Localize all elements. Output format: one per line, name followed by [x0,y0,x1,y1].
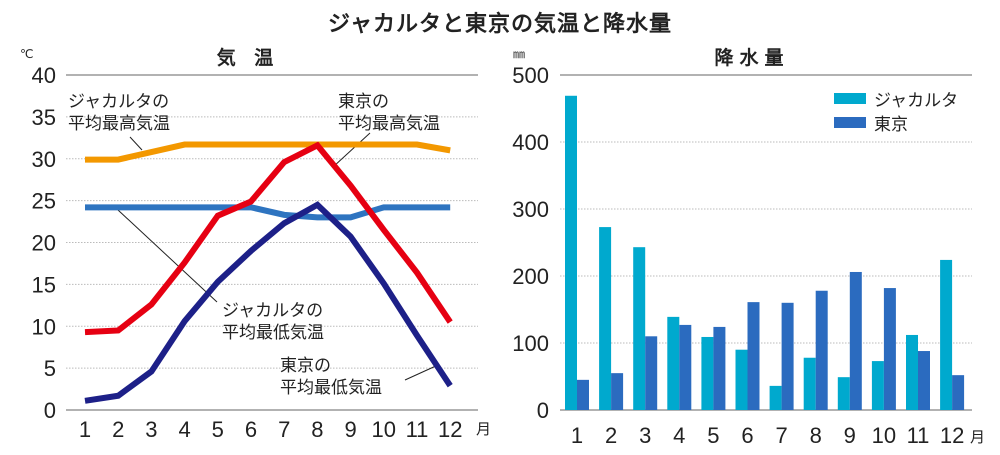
annotation-leader-line [117,209,218,303]
annotation-label: ジャカルタの [68,92,169,112]
x-tick-label: 5 [707,423,719,448]
bar-tokyo [645,336,658,410]
legend-label: ジャカルタ [874,91,958,111]
x-tick-label: 4 [178,417,190,442]
x-tick-label: 3 [639,423,651,448]
x-tick-label: 7 [278,417,290,442]
temperature-chart-title: 気 温 [217,46,280,69]
y-tick-label: 20 [32,231,56,256]
y-tick-label: 35 [32,105,56,130]
x-tick-label: 8 [810,423,822,448]
x-tick-label: 2 [112,417,124,442]
x-tick-label: 6 [245,417,257,442]
bar-tokyo [952,375,965,410]
y-tick-label: 300 [512,197,549,222]
bar-tokyo [577,379,589,410]
x-tick-label: 10 [872,423,896,448]
y-tick-label: 200 [512,264,549,289]
bar-tokyo [883,288,896,410]
y-tick-label: 40 [32,63,56,88]
annotation-label: ジャカルタの [222,301,323,321]
bar-jakarta [667,316,680,410]
y-tick-label: 30 [32,147,56,172]
bar-tokyo [611,373,624,410]
y-tick-label: 500 [512,63,549,88]
annotation-label: 平均最低気温 [222,323,324,343]
precipitation-unit-label: ㎜ [513,47,525,61]
annotation-label: 平均最高気温 [68,114,170,134]
precipitation-chart-title: 降水量 [714,46,789,69]
precipitation-month-unit: 月 [970,428,985,446]
bar-tokyo [849,271,862,410]
bar-jakarta [599,227,612,410]
series-line-3 [84,141,453,336]
main-title: ジャカルタと東京の気温と降水量 [328,12,672,37]
y-tick-label: 5 [44,356,56,381]
x-tick-label: 12 [438,417,462,442]
bar-jakarta [565,95,577,411]
annotation-label: 平均最低気温 [280,378,382,398]
bar-jakarta [803,357,816,410]
temperature-month-unit: 月 [476,420,491,438]
bar-jakarta [837,377,850,410]
bar-jakarta [769,385,782,410]
x-tick-label: 1 [571,423,583,448]
x-tick-label: 4 [673,423,685,448]
x-tick-label: 2 [605,423,617,448]
x-tick-label: 9 [844,423,856,448]
bar-tokyo [747,302,760,410]
bar-jakarta [906,334,918,410]
bar-jakarta [701,336,714,410]
y-tick-label: 25 [32,189,56,214]
bar-jakarta [940,259,953,410]
annotation-label: 東京の [338,92,389,112]
x-tick-label: 10 [372,417,396,442]
x-tick-label: 11 [406,417,429,442]
annotation-label: 平均最高気温 [338,114,440,134]
y-tick-label: 100 [512,331,549,356]
bar-tokyo [815,290,828,410]
y-tick-label: 0 [537,398,549,423]
bar-jakarta [871,361,884,410]
x-tick-label: 7 [775,423,787,448]
y-tick-label: 0 [44,398,56,423]
x-tick-label: 8 [311,417,323,442]
x-tick-label: 5 [212,417,224,442]
y-tick-label: 10 [32,314,56,339]
x-tick-label: 12 [940,423,964,448]
series-line-2 [85,204,451,221]
temperature-unit-label: ℃ [20,47,33,61]
legend-swatch [834,117,866,128]
legend-swatch [834,93,866,104]
x-tick-label: 1 [79,417,91,442]
bar-jakarta [633,247,646,410]
bar-tokyo [918,351,930,410]
series-line-1 [85,141,451,163]
annotation-label: 東京の [280,356,331,376]
x-tick-label: 6 [741,423,753,448]
bar-jakarta [735,349,748,410]
x-tick-label: 9 [344,417,356,442]
bar-tokyo [781,302,794,410]
annotation-leader-line [332,132,371,168]
y-tick-label: 15 [32,272,56,297]
bar-tokyo [679,324,692,410]
x-tick-label: 3 [145,417,157,442]
x-tick-label: 11 [907,423,930,448]
annotation-leader-line [404,364,439,381]
series-line-4 [84,201,453,404]
annotation-leader-line [129,136,143,151]
y-tick-label: 400 [512,130,549,155]
legend-label: 東京 [874,115,908,135]
bar-tokyo [713,326,726,410]
